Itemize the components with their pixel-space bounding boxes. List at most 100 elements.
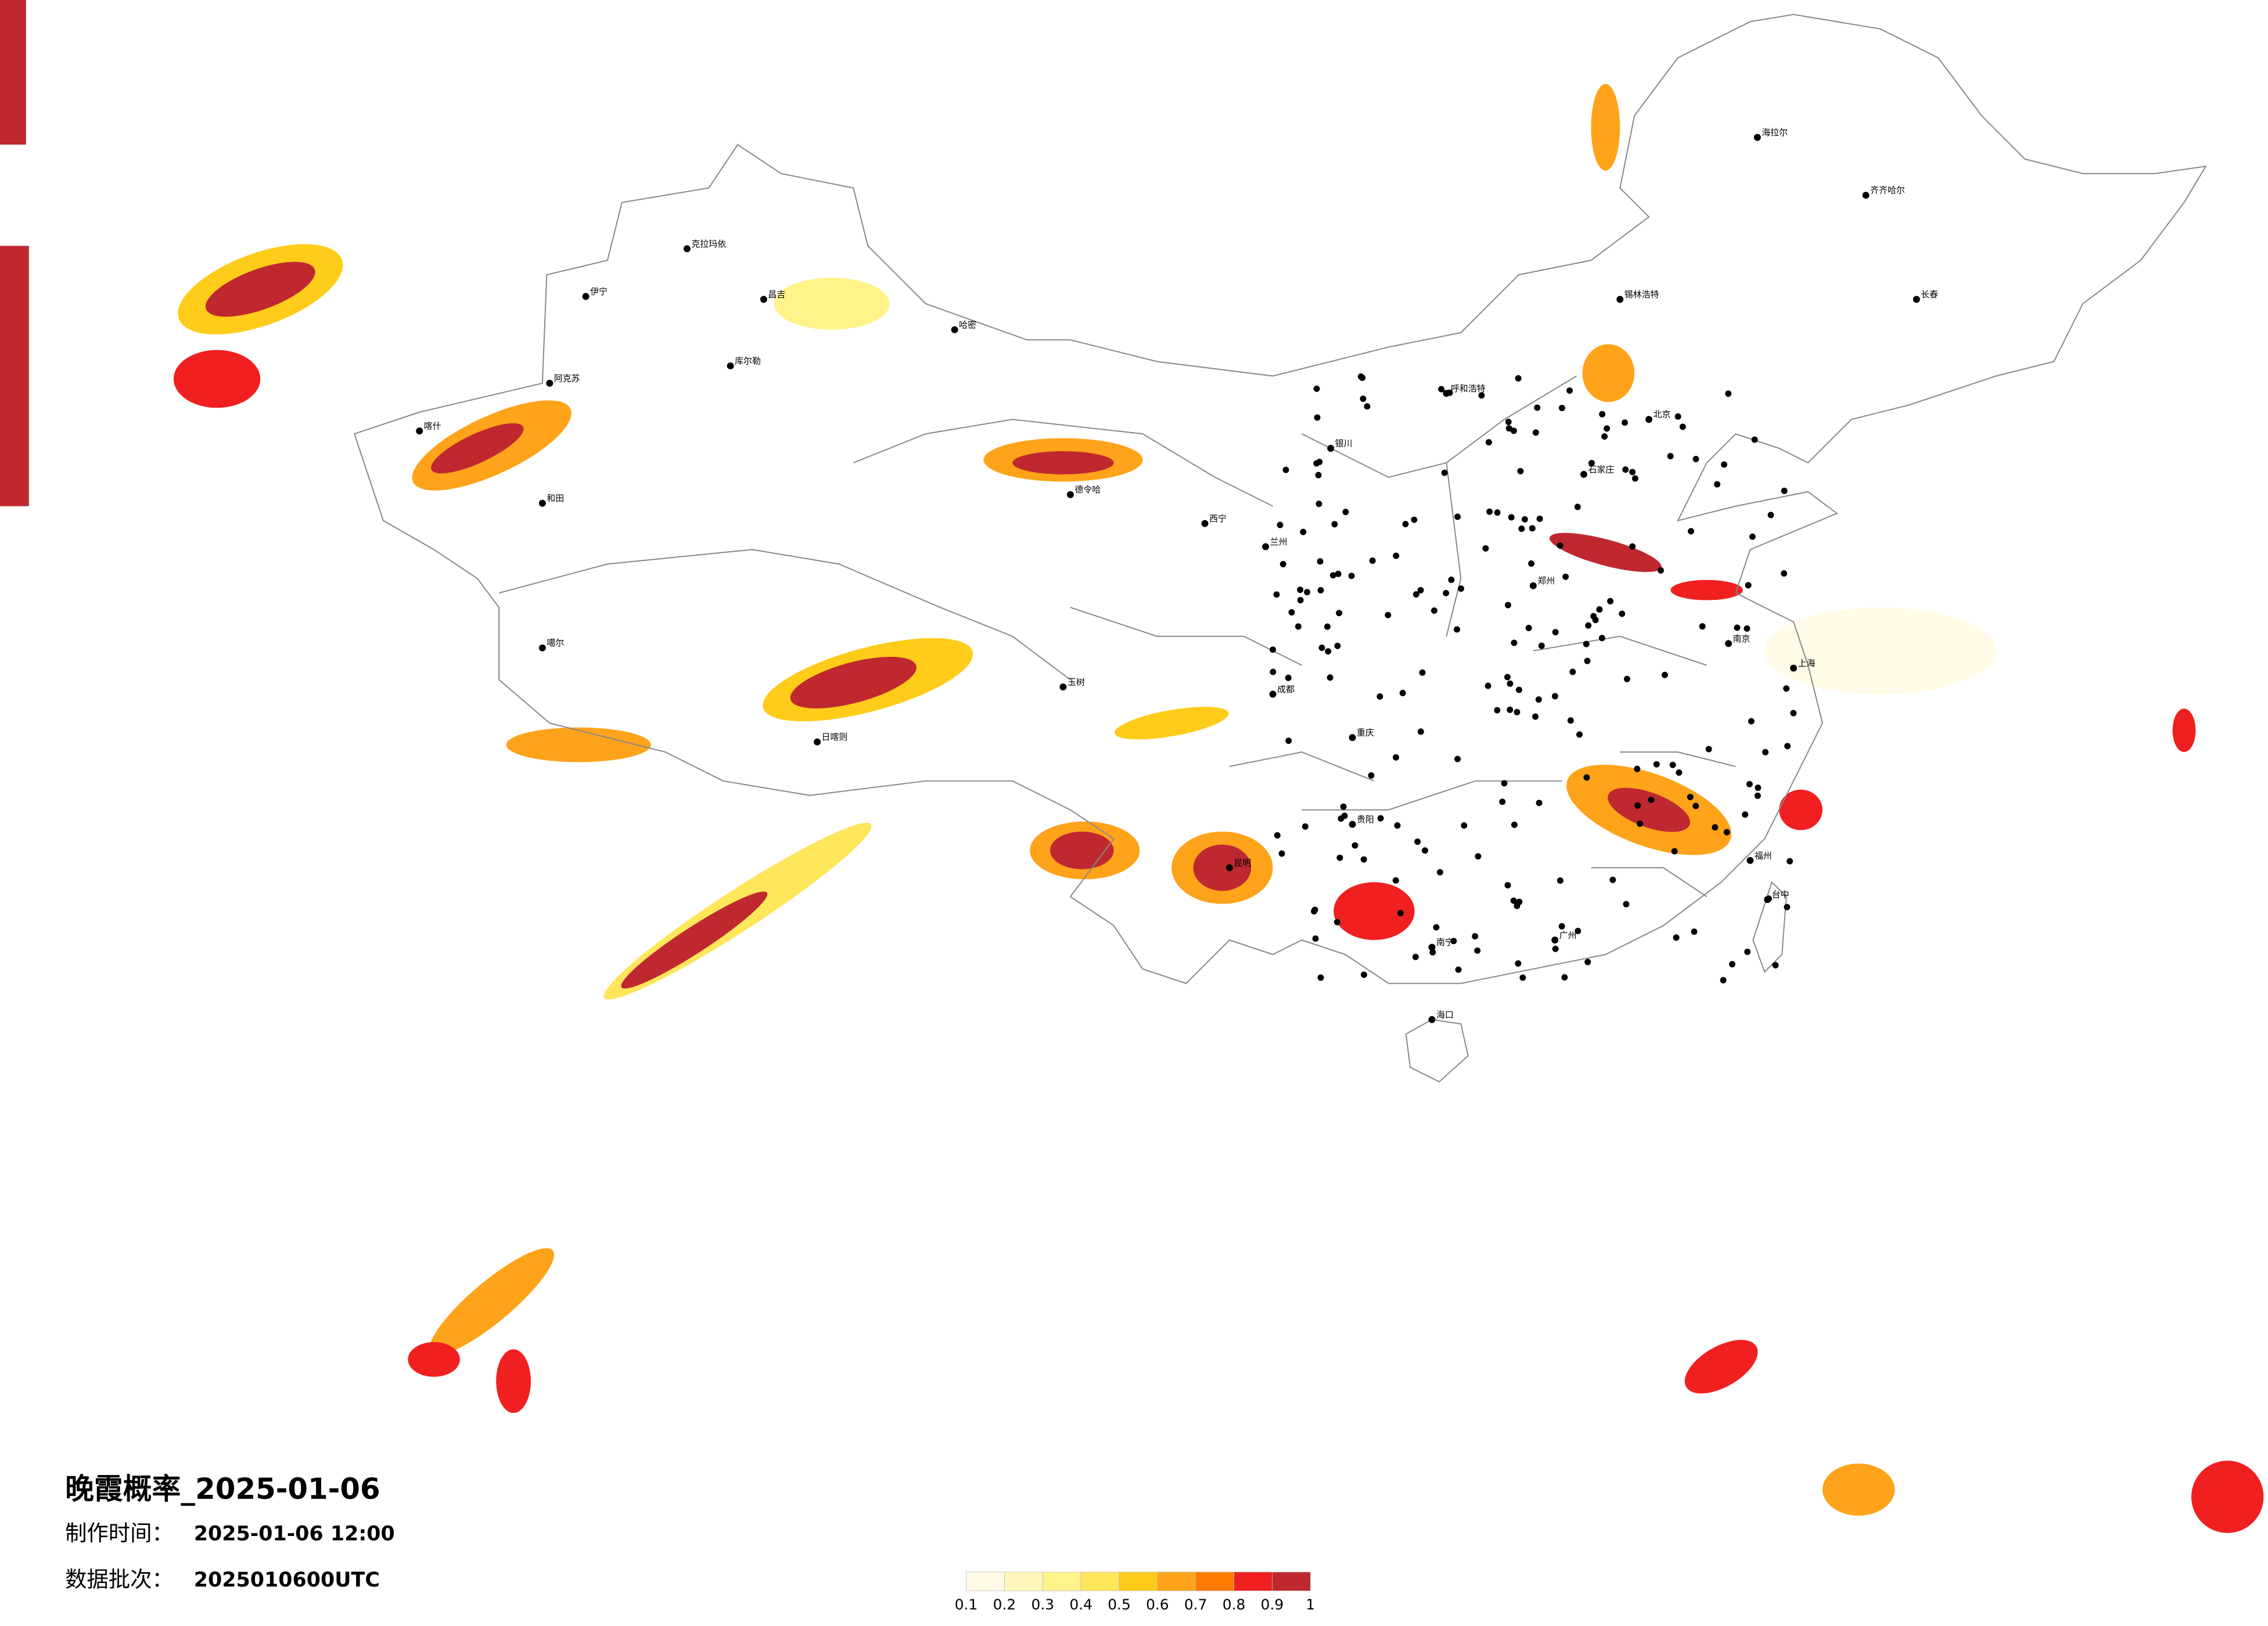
city-dot — [1458, 585, 1465, 592]
city-dot — [1446, 389, 1453, 396]
city-dot — [1342, 509, 1349, 516]
city-dot — [1348, 573, 1355, 580]
city-dot — [1669, 761, 1676, 768]
city-dot — [1302, 823, 1309, 830]
city-label: 伊宁 — [590, 286, 608, 297]
city-dot — [1501, 780, 1508, 787]
city-label: 昆明 — [1234, 858, 1251, 868]
city-label: 郑州 — [1537, 575, 1555, 586]
city-dot — [1558, 923, 1565, 930]
legend-swatch — [1234, 1571, 1273, 1591]
city-dot — [814, 738, 821, 746]
city-dot — [1349, 821, 1356, 828]
city-label: 广州 — [1559, 930, 1577, 940]
city-dot — [1515, 375, 1522, 382]
city-dot — [1414, 838, 1421, 845]
city-dot — [1518, 526, 1525, 532]
city-dot — [1269, 690, 1277, 698]
city-label: 阿克苏 — [554, 373, 580, 383]
city-dot — [1429, 949, 1436, 956]
legend-swatch — [1119, 1571, 1158, 1591]
city-dot — [1262, 543, 1270, 551]
city-dot — [1422, 847, 1429, 854]
city-dot — [1417, 587, 1424, 593]
legend-swatch — [966, 1571, 1005, 1591]
city-label: 北京 — [1654, 409, 1671, 420]
city-dot — [1679, 423, 1686, 430]
city-dot — [1671, 848, 1678, 855]
city-dot — [1790, 664, 1798, 672]
city-dot — [1634, 802, 1641, 809]
city-dot — [1590, 613, 1597, 620]
city-dot — [1454, 756, 1461, 762]
city-dot — [538, 499, 546, 507]
map-title: 晚霞概率_2025-01-06 — [65, 1472, 380, 1506]
city-dot — [1360, 395, 1367, 402]
city-label: 哈密 — [959, 319, 976, 330]
city-dot — [1551, 693, 1558, 700]
city-dot — [1335, 570, 1342, 577]
city-dot — [1705, 746, 1712, 753]
city-dot — [1691, 928, 1698, 935]
legend-tick-label: 0.4 — [1069, 1596, 1092, 1613]
city-label: 克拉玛依 — [691, 239, 726, 249]
city-dot — [1623, 675, 1630, 682]
city-dot — [1317, 974, 1324, 981]
city-dot — [1336, 854, 1343, 861]
city-dot — [1364, 403, 1371, 410]
city-dot — [1428, 1016, 1436, 1023]
city-dot — [1661, 671, 1668, 678]
city-dot — [1494, 707, 1501, 714]
legend-swatch — [1080, 1571, 1120, 1591]
city-dot — [1648, 796, 1655, 803]
city-dot — [1687, 793, 1694, 800]
city-label: 锡林浩特 — [1624, 289, 1659, 300]
city-dot — [1485, 439, 1492, 446]
city-dot — [1676, 769, 1683, 776]
legend-tick-label: 0.9 — [1261, 1596, 1284, 1613]
city-label: 台中 — [1772, 890, 1789, 900]
production-time-label: 制作时间： — [65, 1520, 174, 1546]
city-dot — [1505, 602, 1511, 609]
production-time-value: 2025-01-06 12:00 — [194, 1522, 395, 1545]
city-dot — [1486, 508, 1493, 515]
city-dot — [1601, 433, 1608, 440]
city-dot — [1324, 623, 1331, 630]
city-label: 库尔勒 — [735, 356, 761, 366]
city-dot — [1511, 821, 1518, 828]
city-dot — [1619, 610, 1626, 617]
city-dot — [1327, 674, 1334, 681]
city-dot — [1394, 822, 1401, 829]
city-dot — [1784, 904, 1791, 911]
city-dot — [1584, 959, 1591, 966]
city-dot — [1621, 419, 1628, 426]
city-dot — [1515, 686, 1522, 693]
city-dot — [1525, 624, 1532, 631]
city-dot — [1569, 668, 1576, 675]
city-dot — [1329, 572, 1336, 579]
city-dot — [1515, 960, 1522, 967]
city-dot — [1225, 864, 1233, 872]
city-dot — [1574, 503, 1581, 510]
city-dot — [1607, 598, 1614, 605]
city-dot — [1399, 689, 1406, 696]
city-dot — [1783, 685, 1790, 692]
city-dot — [1532, 429, 1539, 436]
city-dot — [1517, 467, 1524, 474]
city-label: 海拉尔 — [1762, 127, 1788, 138]
city-label: 福州 — [1755, 850, 1772, 861]
legend-tick-label: 0.8 — [1223, 1596, 1246, 1613]
city-dot — [1552, 945, 1559, 952]
city-dot — [1507, 680, 1514, 687]
city-dot — [1609, 876, 1616, 883]
city-dot — [1629, 543, 1636, 550]
city-dot — [1510, 427, 1517, 434]
city-label: 南京 — [1733, 634, 1750, 644]
city-dot — [1436, 869, 1443, 876]
city-dot — [1317, 558, 1324, 565]
city-dot — [1368, 772, 1375, 779]
legend-tick-label: 0.6 — [1146, 1596, 1169, 1613]
city-dot — [1507, 706, 1514, 713]
city-dot — [1511, 639, 1518, 646]
